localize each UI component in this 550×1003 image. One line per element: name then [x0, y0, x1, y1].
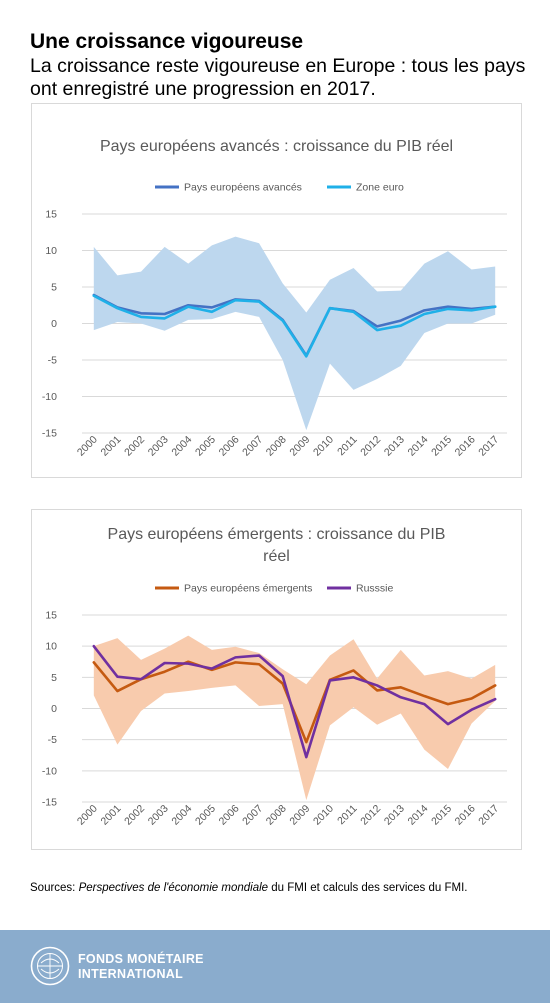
x-tick-label: 2013 [382, 434, 407, 459]
imf-seal-icon [30, 946, 70, 986]
y-tick-label: -10 [42, 391, 57, 403]
chart-title-line: Pays européens émergents : croissance du… [108, 526, 446, 543]
chart-title-line: Pays européens avancés : croissance du P… [100, 138, 453, 155]
sources-suffix: du FMI et calculs des services du FMI. [268, 882, 468, 894]
y-tick-label: 15 [45, 610, 57, 622]
x-tick-label: 2015 [429, 434, 454, 459]
sources-note: Sources: Perspectives de l'économie mond… [30, 882, 467, 894]
y-tick-label: -10 [42, 765, 57, 777]
x-tick-label: 2009 [287, 803, 312, 828]
y-tick-label: -5 [48, 734, 57, 746]
x-tick-label: 2014 [405, 803, 430, 828]
y-tick-label: 5 [51, 672, 57, 684]
org-name: FONDS MONÉTAIRE INTERNATIONAL [78, 952, 204, 982]
x-tick-label: 2002 [122, 434, 147, 459]
legend-label: Zone euro [356, 182, 404, 194]
y-tick-label: 5 [51, 282, 57, 294]
x-tick-label: 2011 [335, 434, 360, 459]
series-line [92, 644, 497, 759]
x-tick-label: 2014 [405, 434, 430, 459]
chart-advanced-europe: Pays européens avancés : croissance du P… [31, 103, 522, 478]
x-tick-label: 2001 [99, 803, 124, 828]
x-tick-label: 2005 [193, 803, 218, 828]
y-tick-label: 0 [51, 703, 57, 715]
y-tick-label: -5 [48, 355, 57, 367]
chart-emerging-europe: Pays européens émergents : croissance du… [31, 509, 522, 850]
legend-label: Russsie [356, 583, 394, 595]
chart-emerging-europe-svg: Pays européens émergents : croissance du… [42, 526, 507, 828]
x-tick-label: 2011 [335, 803, 360, 828]
x-tick-label: 2017 [476, 803, 501, 828]
org-name-line1: FONDS MONÉTAIRE [78, 952, 204, 966]
x-tick-label: 2007 [240, 434, 265, 459]
x-tick-label: 2001 [99, 434, 124, 459]
legend-label: Pays européens émergents [184, 583, 312, 595]
x-tick-label: 2006 [217, 803, 242, 828]
x-tick-label: 2006 [217, 434, 242, 459]
y-tick-label: 10 [45, 641, 57, 653]
x-tick-label: 2009 [287, 434, 312, 459]
chart-title-line: réel [263, 548, 290, 565]
legend-label: Pays européens avancés [184, 182, 302, 194]
chart-advanced-europe-svg: Pays européens avancés : croissance du P… [42, 138, 507, 459]
x-tick-label: 2015 [429, 803, 454, 828]
header: Une croissance vigoureuse La croissance … [30, 30, 530, 101]
x-tick-label: 2002 [122, 803, 147, 828]
x-tick-label: 2000 [75, 803, 100, 828]
page-title: Une croissance vigoureuse [30, 30, 304, 53]
x-tick-label: 2000 [75, 434, 100, 459]
org-name-line2: INTERNATIONAL [78, 967, 184, 981]
chart-title: Pays européens avancés : croissance du P… [100, 138, 453, 155]
sources-prefix: Sources: [30, 882, 79, 894]
x-tick-label: 2005 [193, 434, 218, 459]
sources-publication: Perspectives de l'économie mondiale [78, 882, 269, 894]
x-tick-label: 2008 [264, 434, 289, 459]
x-tick-label: 2004 [169, 434, 194, 459]
x-tick-label: 2007 [240, 803, 265, 828]
x-tick-label: 2010 [311, 803, 336, 828]
x-tick-label: 2017 [476, 434, 501, 459]
chart-title: Pays européens émergents : croissance du… [108, 526, 446, 565]
y-tick-label: 10 [45, 245, 57, 257]
x-tick-label: 2003 [146, 434, 171, 459]
y-tick-label: 15 [45, 209, 57, 221]
footer-banner: FONDS MONÉTAIRE INTERNATIONAL [0, 930, 550, 1003]
x-tick-label: 2016 [453, 803, 478, 828]
x-tick-label: 2012 [358, 803, 383, 828]
y-tick-label: 0 [51, 318, 57, 330]
x-tick-label: 2003 [146, 803, 171, 828]
x-tick-label: 2016 [453, 434, 478, 459]
y-tick-label: -15 [42, 428, 57, 440]
range-band [93, 236, 496, 431]
x-tick-label: 2012 [358, 434, 383, 459]
x-tick-label: 2004 [169, 803, 194, 828]
y-tick-label: -15 [42, 797, 57, 809]
x-tick-label: 2013 [382, 803, 407, 828]
page-subtitle: La croissance reste vigoureuse en Europe… [30, 55, 526, 100]
series-line [92, 294, 497, 358]
x-tick-label: 2008 [264, 803, 289, 828]
x-tick-label: 2010 [311, 434, 336, 459]
